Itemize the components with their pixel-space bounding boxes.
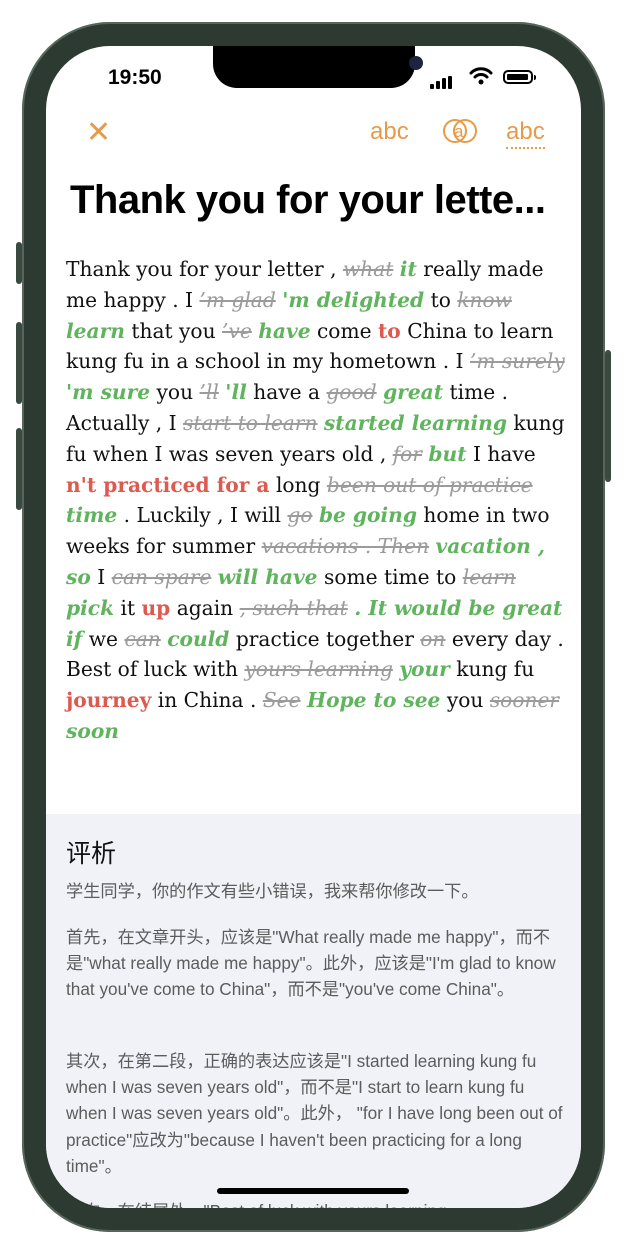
inserted-text: it (399, 257, 417, 281)
inserted-text: your (399, 657, 450, 682)
inserted-text: soon (66, 718, 119, 743)
inserted-text: . It would be great if (66, 595, 563, 651)
deleted-text: ’ll (199, 380, 219, 405)
added-text: n't practiced for a (66, 472, 270, 497)
analysis-panel: 评析 学生同学，你的作文有些小错误，我来帮你修改一下。 首先，在文章开头，应该是… (46, 814, 581, 1208)
essay-text: it (120, 595, 136, 620)
deleted-text: , such that (239, 595, 348, 620)
essay-text: that you (131, 318, 216, 343)
inserted-text: but (428, 441, 467, 466)
svg-text:a: a (454, 122, 464, 141)
deleted-text: ’ve (222, 318, 252, 343)
inserted-text: have (258, 318, 311, 343)
deleted-text: go (287, 503, 313, 528)
inserted-text: started learning (323, 410, 507, 435)
deleted-text: learn (462, 564, 516, 589)
essay-text: kung fu (456, 657, 535, 682)
page-title: Thank you for your lette... (70, 178, 546, 222)
essay-text: have a (253, 380, 321, 405)
deleted-text: yours learning (244, 657, 393, 682)
deleted-text: been out of practice (326, 472, 533, 497)
inserted-text: vacation , so (66, 534, 545, 589)
deleted-text: ’m surely (469, 349, 565, 374)
inserted-text: 'll (225, 380, 247, 405)
essay-text: long (275, 472, 321, 497)
inserted-text: will have (217, 564, 318, 589)
deleted-text: sooner (489, 688, 560, 713)
close-icon[interactable]: ✕ (86, 116, 112, 149)
deleted-text: can spare (111, 564, 212, 589)
inserted-text: time (66, 503, 118, 528)
status-time: 19:50 (108, 66, 162, 89)
essay-text: time . Actually , I (66, 380, 508, 435)
deleted-text: See (262, 688, 301, 713)
deleted-text: know (457, 287, 512, 312)
text-style-button[interactable]: abc (370, 118, 409, 145)
deleted-text: what (342, 257, 394, 281)
deleted-text: on (420, 626, 446, 651)
deleted-text: can (124, 626, 161, 651)
dynamic-notch (213, 46, 423, 88)
cellular-signal-icon (430, 71, 454, 89)
underline-style-button[interactable]: abc (506, 118, 545, 149)
inserted-text: great (383, 380, 444, 405)
added-text: up (141, 595, 171, 620)
essay-text: I (97, 564, 106, 589)
essay-text: practice together (235, 626, 414, 651)
deleted-text: for (392, 441, 422, 466)
deleted-text: good (326, 380, 377, 405)
essay-text: China to learn kung fu in a school in my… (66, 318, 554, 374)
essay-text: you (156, 380, 194, 405)
inserted-text: 'm delighted (282, 287, 425, 312)
essay-text: really made me happy . I (66, 257, 544, 312)
deleted-text: start to learn (183, 410, 318, 435)
essay-text: come (316, 318, 372, 343)
mute-switch (16, 242, 22, 284)
battery-icon (503, 70, 536, 84)
volume-up-button (16, 322, 22, 404)
essay-text: in China . (157, 688, 257, 713)
essay-text: again (176, 595, 234, 620)
inserted-text: 'm sure (66, 380, 151, 405)
analysis-intro: 学生同学，你的作文有些小错误，我来帮你修改一下。 (66, 881, 479, 901)
wifi-icon (469, 67, 493, 90)
analysis-paragraph-1: 首先，在文章开头，应该是"What really made me happy"，… (66, 927, 556, 1000)
font-toggle-button[interactable]: a (443, 117, 477, 152)
side-button (605, 350, 611, 482)
deleted-text: vacations . Then (261, 534, 430, 559)
essay-text: every day . Best of luck with (66, 626, 564, 682)
essay-text: we (88, 626, 119, 651)
essay-text: . Luckily , I will (123, 503, 282, 528)
essay-text: kung fu when I was seven years old , (66, 410, 565, 466)
essay-text: Thank you for your letter , (66, 257, 337, 281)
analysis-paragraph-3: 再次，在结尾处，"Best of luck with yours learnin… (66, 1198, 566, 1208)
added-text: journey (66, 688, 152, 713)
deleted-text: ’m glad (199, 287, 276, 312)
essay-text: some time to (323, 564, 457, 589)
essay-text: I have (472, 441, 536, 466)
volume-down-button (16, 428, 22, 510)
inserted-text: pick (66, 595, 115, 620)
inserted-text: be going (318, 503, 417, 528)
inserted-text: could (167, 626, 230, 651)
inserted-text: learn (66, 318, 125, 343)
added-text: to (377, 318, 401, 343)
inserted-text: Hope to see (307, 688, 441, 713)
analysis-title: 评析 (66, 840, 117, 868)
home-indicator[interactable] (217, 1188, 409, 1194)
front-camera (409, 56, 423, 70)
essay-text: you (446, 688, 484, 713)
screen: 19:50 ✕ abc a abc Thank you for your let… (46, 46, 581, 1208)
essay-text: to (430, 287, 451, 312)
analysis-paragraph-2: 其次，在第二段，正确的表达应该是"I started learning kung… (66, 1051, 563, 1176)
essay-text: home in two weeks for summer (66, 503, 550, 559)
corrected-essay: Thank you for your letter , what it real… (66, 254, 566, 747)
